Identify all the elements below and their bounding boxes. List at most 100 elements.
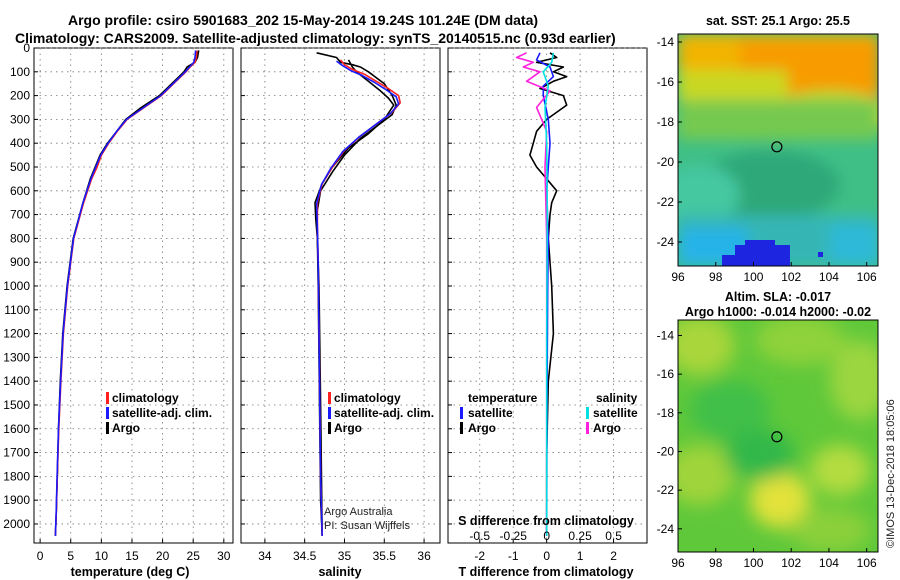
series-line-climatology [316,59,402,536]
temperature-xlabel: temperature (deg C) [71,565,190,579]
map-lon-label: 100 [743,270,763,284]
legend-salinity-title: salinity [596,391,638,405]
legend-s-satellite: satellite [593,406,638,420]
legend-argo: Argo [112,421,140,435]
sst-map-frame [677,33,879,267]
legend-satellite: satellite-adj. clim. [334,406,434,420]
s-tick-label: -0.25 [500,529,528,543]
map-lat-label: -18 [657,115,675,129]
y-tick-label: 200 [10,89,30,103]
legend-t-satellite-swatch [460,407,463,419]
map-lat-label: -20 [657,155,675,169]
figure-title-line1: Argo profile: csiro 5901683_202 15-May-2… [68,12,538,28]
map-lon-label: 96 [671,270,685,284]
series-line-t-argo [529,52,568,536]
map-lat-label: -14 [657,35,675,49]
y-tick-label: 1400 [3,374,30,388]
y-tick-label: 1100 [4,303,30,317]
y-tick-label: 700 [10,208,30,222]
y-tick-label: 1800 [3,469,30,483]
legend-temperature-title: temperature [468,391,538,405]
map-lat-label: -24 [657,522,675,536]
sst-map [678,34,878,266]
map-lon-label: 104 [819,270,839,284]
legend-argo-swatch [328,422,331,434]
legend-satellite-swatch [328,407,331,419]
credit-line2: PI: Susan Wijffels [324,520,410,532]
x-tick-label: 10 [95,549,109,563]
y-tick-label: 500 [10,160,30,174]
difference-legend: temperature satellite Argo salinity sate… [460,391,638,435]
map-lon-label: 102 [781,270,801,284]
s-difference-label: S difference from climatology [458,514,634,528]
salinity-legend: climatology satellite-adj. clim. Argo [328,391,434,435]
credit-line1: Argo Australia [324,506,393,518]
legend-t-argo-swatch [460,422,463,434]
series-line-t-satellite [535,52,555,536]
x-tick-label: 34.5 [293,549,317,563]
x-tick-label: 1 [577,549,584,563]
y-tick-label: 1700 [3,446,30,460]
map-bottom-title-line1: Altim. SLA: -0.017 [725,290,831,304]
legend-t-satellite: satellite [468,406,513,420]
x-tick-label: 0 [37,549,44,563]
x-tick-label: -2 [474,549,485,563]
sla-map [678,320,878,552]
map-lon-label: 102 [781,556,801,570]
map-lon-label: 98 [709,270,723,284]
map-lat-label: -18 [657,406,675,420]
y-tick-label: 1900 [3,493,30,507]
x-tick-label: 35.5 [373,549,397,563]
map-lon-label: 100 [743,556,763,570]
x-tick-label: 34 [258,549,272,563]
series-line-argo-alt [314,59,395,536]
legend-climatology-swatch [328,392,331,404]
legend-satellite-swatch [106,407,109,419]
sst-map-argo-marker [771,141,783,153]
legend-s-argo: Argo [593,421,621,435]
s-tick-label: 0 [543,529,550,543]
y-tick-label: 2000 [3,517,30,531]
s-tick-label: -0.5 [469,529,490,543]
map-lat-label: -16 [657,367,675,381]
y-tick-label: 1200 [3,327,30,341]
y-tick-label: 1600 [3,422,30,436]
x-tick-label: 20 [156,549,170,563]
map-lat-label: -16 [657,75,675,89]
series-line-s-argo [515,52,551,536]
legend-argo-swatch [106,422,109,434]
map-lon-label: 106 [857,556,877,570]
salinity-panel [240,47,441,544]
legend-t-argo: Argo [468,421,496,435]
legend-climatology: climatology [334,391,401,405]
y-tick-label: 400 [10,136,30,150]
series-line-satellite-adj-clim- [315,60,400,536]
legend-argo: Argo [334,421,362,435]
map-lon-label: 106 [857,270,877,284]
y-tick-label: 1000 [3,279,30,293]
temperature-panel [33,47,234,544]
x-tick-label: 30 [217,549,231,563]
map-lon-label: 96 [671,556,685,570]
sla-map-argo-marker [771,431,783,443]
figure-title-line2: Climatology: CARS2009. Satellite-adjuste… [15,30,616,46]
y-tick-label: 300 [10,112,30,126]
x-tick-label: 15 [125,549,139,563]
series-line-satellite-adj-clim- [54,50,197,536]
map-top-title: sat. SST: 25.1 Argo: 25.5 [706,14,850,28]
map-lat-label: -20 [657,444,675,458]
series-line-s-satellite [542,52,555,536]
map-lat-label: -14 [657,328,675,342]
map-lat-label: -22 [657,483,675,497]
y-tick-label: 0 [23,41,30,55]
legend-climatology-swatch [106,392,109,404]
y-tick-label: 1300 [3,350,30,364]
s-tick-label: 0.25 [568,529,592,543]
series-line-climatology [54,50,198,536]
y-tick-label: 100 [10,65,30,79]
difference-xlabel: T difference from climatology [458,565,633,579]
legend-satellite: satellite-adj. clim. [112,406,212,420]
map-bottom-title-line2: Argo h1000: -0.014 h2000: -0.02 [685,305,871,319]
y-tick-label: 1500 [3,398,30,412]
